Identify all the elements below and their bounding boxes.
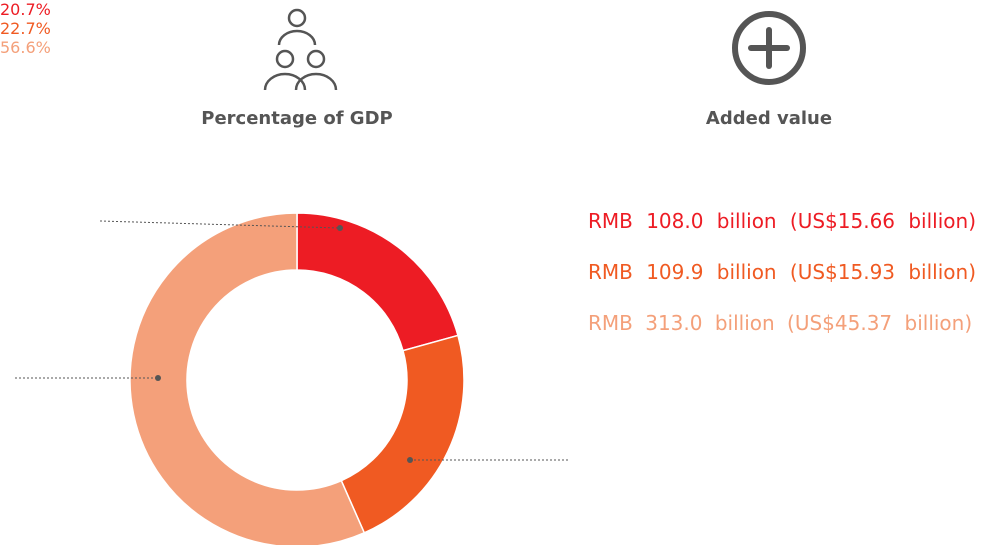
donut-segment [340, 334, 465, 534]
chart-title: Percentage of GDP [201, 108, 393, 129]
leader-dot [407, 457, 413, 463]
added-value-text: RMB 108.0 billion (US$15.66 billion) RMB… [588, 196, 976, 349]
section-title: Added value [705, 108, 833, 129]
people-icon [263, 8, 338, 91]
value-label: 22.7% [0, 19, 51, 38]
value-label: 56.6% [0, 38, 51, 57]
plus-icon [732, 11, 806, 85]
leader-line [99, 220, 341, 229]
donut-segment [129, 212, 366, 545]
added-value-item: RMB 109.9 billion (US$15.93 billion) [588, 260, 976, 284]
donut-segment [296, 212, 459, 352]
leader-dot [155, 375, 161, 381]
added-value-item: RMB 108.0 billion (US$15.66 billion) [588, 209, 976, 233]
added-value-item: RMB 313.0 billion (US$45.37 billion) [588, 311, 973, 335]
value-label: 20.7% [0, 0, 51, 19]
leader-dot [337, 225, 343, 231]
